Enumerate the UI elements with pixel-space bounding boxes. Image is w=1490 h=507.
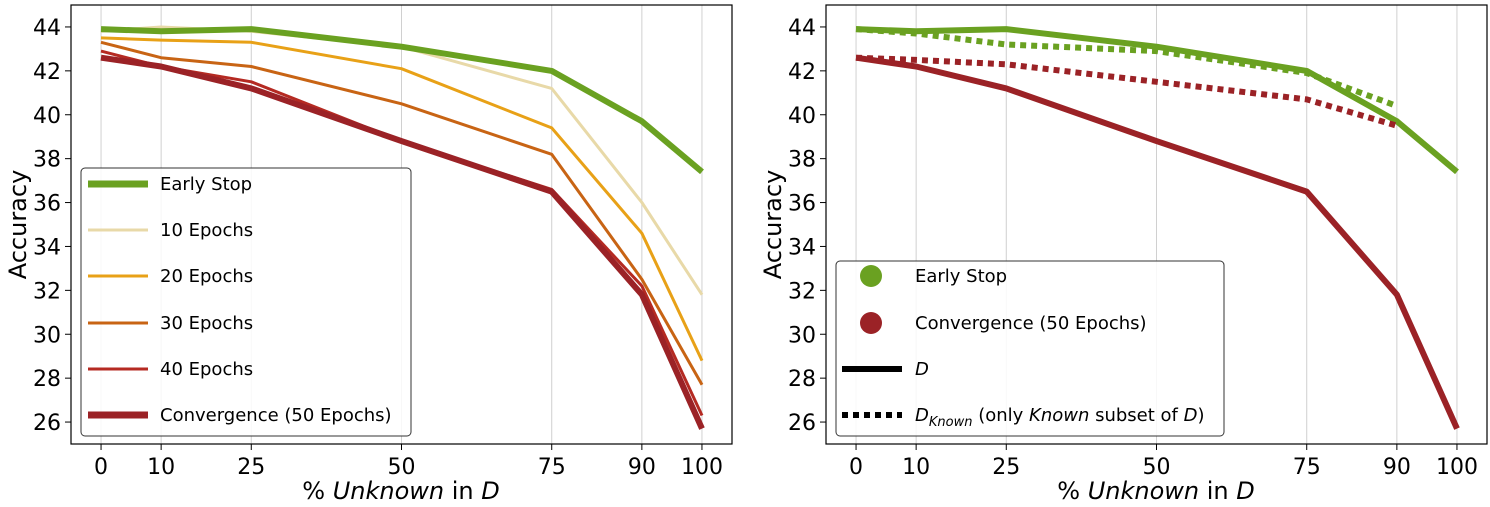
right-x-tick-label-10: 10 xyxy=(902,455,930,480)
left-x-tick-label-25: 25 xyxy=(237,455,265,480)
right-x-ticks: 0 10 25 50 75 90 100 xyxy=(849,444,1478,480)
left-series-20-epochs xyxy=(100,36,704,362)
right-y-tick-label-38: 38 xyxy=(788,148,816,173)
left-x-tick-label-75: 75 xyxy=(538,455,566,480)
left-y-tick-label-36: 36 xyxy=(33,192,61,217)
right-y-tick-label-44: 44 xyxy=(788,16,816,41)
right-y-tick-label-32: 32 xyxy=(788,279,816,304)
legend-label-early-stop: Early Stop xyxy=(160,174,252,195)
right-series-lines xyxy=(855,26,1460,430)
right-legend: Early Stop Convergence (50 Epochs) D DKn… xyxy=(835,260,1225,437)
right-x-tick-label-75: 75 xyxy=(1293,455,1321,480)
legend-label-early-stop-right: Early Stop xyxy=(915,266,1007,287)
left-series-convergence-50-epochs xyxy=(100,54,705,430)
right-y-ticks: 26 28 30 32 34 36 38 40 42 44 xyxy=(788,16,826,436)
legend-label-20-epochs: 20 Epochs xyxy=(160,266,253,287)
legend-label-30-epochs: 30 Epochs xyxy=(160,313,253,334)
left-chart: 26 28 30 32 34 36 38 40 42 44 0 10 25 50 75 90 100 Accu… xyxy=(4,4,733,505)
right-x-tick-label-25: 25 xyxy=(992,455,1020,480)
right-series-convergence-50-epochs-d xyxy=(855,54,1460,430)
right-x-tick-label-50: 50 xyxy=(1143,455,1171,480)
left-series-early-stop xyxy=(100,26,704,175)
left-y-tick-label-28: 28 xyxy=(33,367,61,392)
right-y-axis-label: Accuracy xyxy=(759,170,787,280)
left-y-ticks: 26 28 30 32 34 36 38 40 42 44 xyxy=(33,16,71,436)
left-x-tick-label-0: 0 xyxy=(94,455,108,480)
left-y-tick-label-40: 40 xyxy=(33,104,61,129)
legend-label-10-epochs: 10 Epochs xyxy=(160,220,253,241)
legend-label-d-known: DKnown (only Known subset of D) xyxy=(915,405,1205,430)
left-x-ticks: 0 10 25 50 75 90 100 xyxy=(94,444,723,480)
right-y-tick-label-30: 30 xyxy=(788,323,816,348)
left-series-lines xyxy=(100,25,705,430)
legend-label-d: D xyxy=(915,359,929,380)
right-y-tick-label-34: 34 xyxy=(788,235,816,260)
right-x-tick-label-90: 90 xyxy=(1383,455,1411,480)
left-y-tick-label-38: 38 xyxy=(33,148,61,173)
left-y-tick-label-34: 34 xyxy=(33,235,61,260)
left-legend: Early Stop 10 Epochs 20 Epochs 30 Epochs… xyxy=(80,167,412,437)
right-series-convergence-50-epochs-d-known xyxy=(855,54,1398,129)
legend-label-40-epochs: 40 Epochs xyxy=(160,359,253,380)
left-x-tick-label-10: 10 xyxy=(147,455,175,480)
right-chart: 26 28 30 32 34 36 38 40 42 44 0 10 25 50 75 90 100 Accu… xyxy=(759,4,1488,505)
right-y-tick-label-40: 40 xyxy=(788,104,816,129)
right-y-tick-label-36: 36 xyxy=(788,192,816,217)
left-x-tick-label-100: 100 xyxy=(681,455,723,480)
right-y-tick-label-28: 28 xyxy=(788,367,816,392)
left-y-tick-label-30: 30 xyxy=(33,323,61,348)
left-x-axis-label: % Unknown in D xyxy=(302,477,499,505)
right-x-tick-label-0: 0 xyxy=(849,455,863,480)
left-x-tick-label-50: 50 xyxy=(388,455,416,480)
left-y-tick-label-26: 26 xyxy=(33,411,61,436)
left-x-tick-label-90: 90 xyxy=(628,455,656,480)
legend-label-convergence: Convergence (50 Epochs) xyxy=(160,405,392,426)
right-y-tick-label-26: 26 xyxy=(788,411,816,436)
left-y-tick-label-44: 44 xyxy=(33,16,61,41)
left-y-axis-label: Accuracy xyxy=(4,170,32,280)
left-y-tick-label-42: 42 xyxy=(33,60,61,85)
right-x-tick-label-100: 100 xyxy=(1436,455,1478,480)
right-y-tick-label-42: 42 xyxy=(788,60,816,85)
right-x-axis-label: % Unknown in D xyxy=(1057,477,1254,505)
left-y-tick-label-32: 32 xyxy=(33,279,61,304)
left-series-30-epochs xyxy=(100,40,704,386)
legend-marker-convergence xyxy=(860,312,882,334)
left-legend-box xyxy=(80,167,412,437)
legend-label-convergence-right: Convergence (50 Epochs) xyxy=(915,313,1147,334)
legend-marker-early-stop xyxy=(860,265,882,287)
right-legend-box xyxy=(835,260,1225,437)
